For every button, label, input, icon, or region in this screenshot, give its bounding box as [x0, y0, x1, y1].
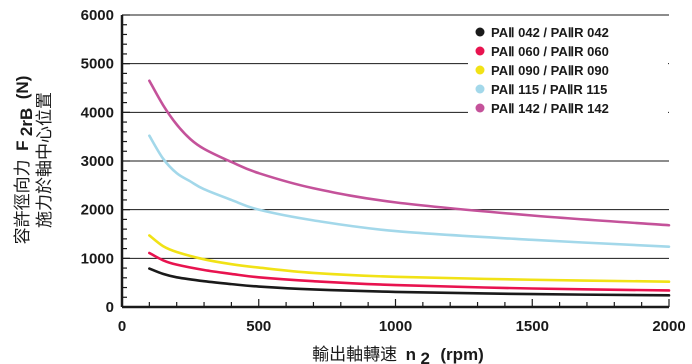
x-tick-labels: 0 500 1000 1500 2000 — [118, 318, 686, 335]
y-tick-label: 3000 — [81, 153, 114, 170]
y-axis-label-unit: (N) — [13, 76, 32, 100]
series-line-5 — [148, 79, 671, 227]
y-tick-label: 1000 — [81, 250, 114, 267]
y-axis-label-line1: 容許徑向力 F 2rB (N) — [13, 76, 36, 245]
legend-label: PAⅡ 042 / PAⅡR 042 — [491, 25, 609, 40]
y-axis-label-main: 容許徑向力 — [13, 159, 33, 244]
y-tick-label: 0 — [106, 299, 114, 316]
legend-marker — [475, 103, 485, 113]
x-tick-label: 1000 — [379, 318, 412, 335]
series-line-2 — [148, 251, 671, 292]
legend-label: PAⅡ 115 / PAⅡR 115 — [491, 82, 607, 97]
y-axis-label-subscript: 2rB — [17, 108, 36, 136]
y-tick-label: 4000 — [81, 104, 114, 121]
legend-marker — [475, 46, 485, 56]
y-axis-label-line2: 施力於軸中心位置 — [35, 92, 55, 228]
axes — [120, 15, 669, 309]
x-axis-label-main: 輸出軸轉速 — [312, 345, 397, 364]
y-tick-label: 5000 — [81, 56, 114, 73]
x-axis-label-subscript: 2 — [420, 349, 429, 364]
grid-lines — [122, 14, 669, 259]
x-axis-label-variable: n — [406, 345, 416, 364]
x-axis-label: 輸出軸轉速 n 2 (rpm) — [312, 345, 484, 364]
legend-label: PAⅡ 060 / PAⅡR 060 — [491, 44, 609, 59]
y-tick-label: 6000 — [81, 7, 114, 24]
legend-marker — [475, 27, 485, 37]
legend-label: PAⅡ 142 / PAⅡR 142 — [491, 101, 609, 116]
x-axis-label-unit: (rpm) — [440, 345, 483, 364]
legend-background — [468, 24, 668, 125]
series-line-4 — [148, 134, 671, 248]
x-tick-label: 0 — [118, 318, 126, 335]
legend: PAⅡ 042 / PAⅡR 042 PAⅡ 060 / PAⅡR 060 PAⅡ … — [468, 24, 668, 125]
x-tick-label: 500 — [246, 318, 271, 335]
y-axis-label-variable: F — [13, 141, 32, 151]
legend-marker — [475, 65, 485, 75]
y-tick-labels: 0 1000 2000 3000 4000 5000 6000 — [81, 7, 114, 316]
y-tick-label: 2000 — [81, 202, 114, 219]
x-tick-label: 2000 — [652, 318, 685, 335]
x-tick-label: 1500 — [516, 318, 549, 335]
series-line-3 — [148, 234, 671, 283]
series-line-1 — [148, 267, 671, 297]
series-lines — [148, 79, 671, 297]
legend-label: PAⅡ 090 / PAⅡR 090 — [491, 63, 609, 78]
legend-marker — [475, 84, 485, 94]
